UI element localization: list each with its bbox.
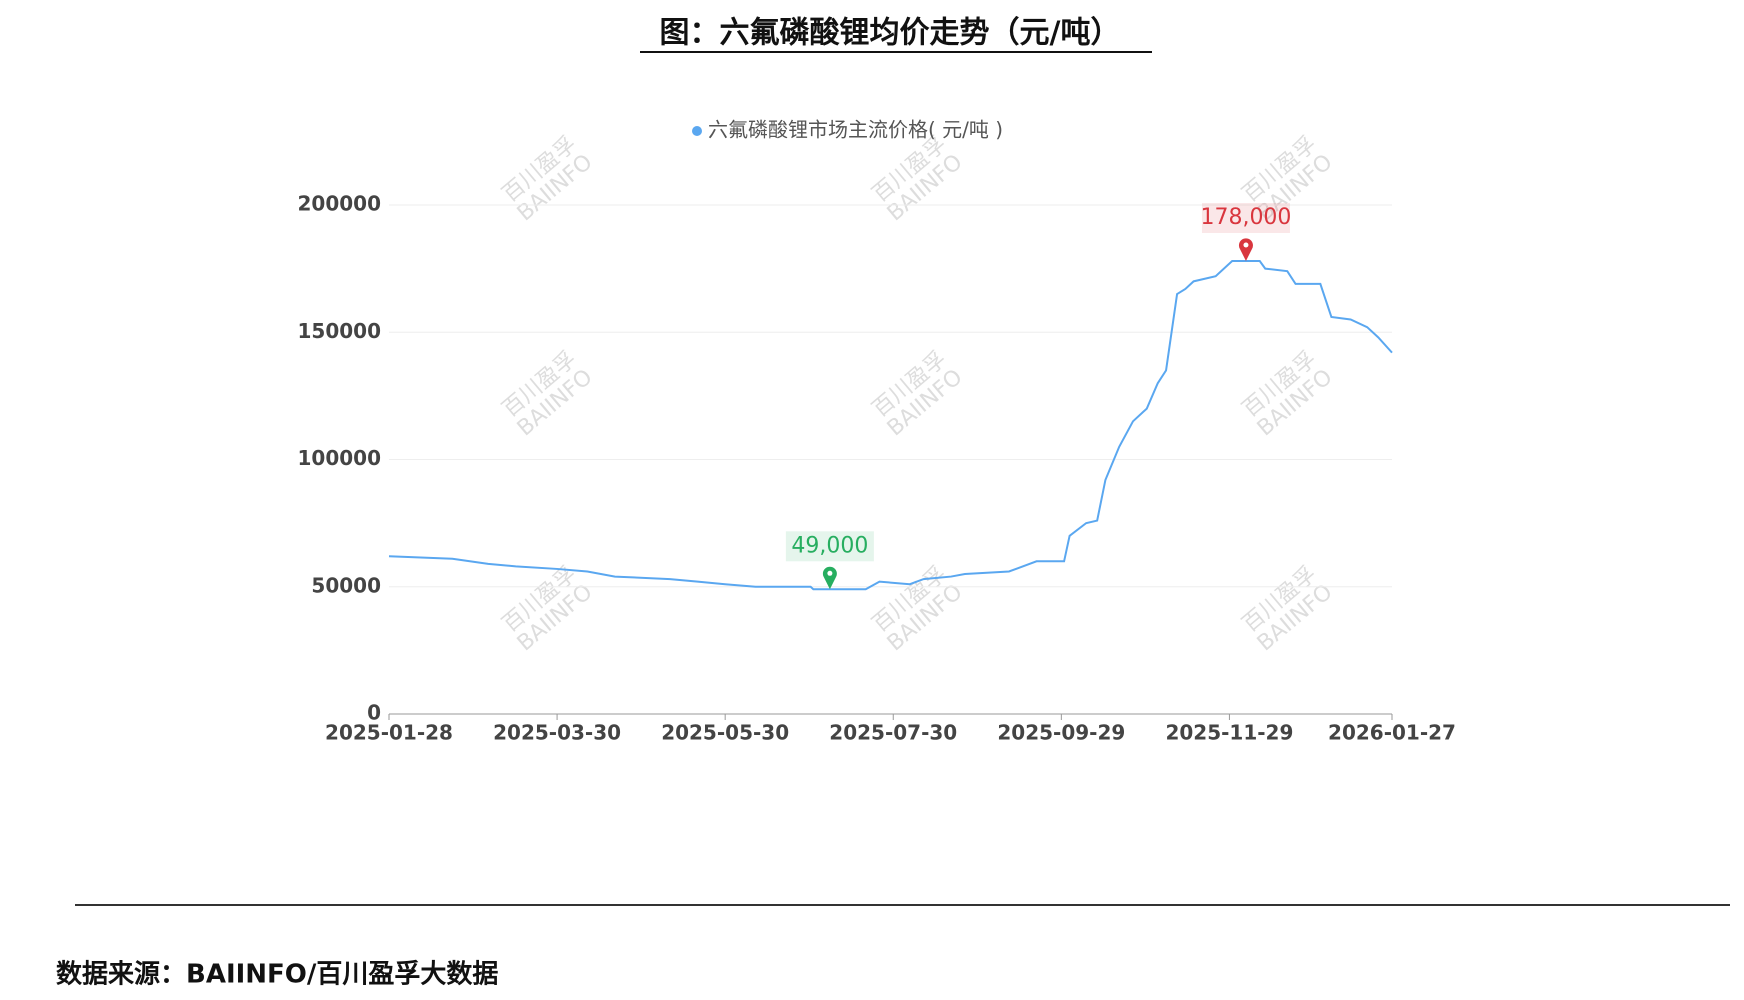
x-tick-label: 2025-01-28 [325, 721, 453, 745]
marker-label: 178,000 [1200, 205, 1291, 230]
marker-pin-dot [827, 570, 833, 576]
legend-marker [692, 126, 702, 136]
x-tick-label: 2025-11-29 [1165, 721, 1293, 745]
y-tick-label: 100000 [298, 446, 382, 470]
y-tick-label: 50000 [311, 573, 381, 597]
marker-label-bg [785, 531, 874, 562]
source: 数据来源：BAIINFO/百川盈孚大数据 [56, 960, 498, 990]
x-tick-label: 2025-05-30 [661, 721, 789, 745]
marker-pin-dot [1243, 242, 1249, 248]
marker-pin [1238, 238, 1253, 261]
y-tick-label: 200000 [298, 192, 382, 216]
marker-pin [822, 566, 837, 590]
x-tick-label: 2025-03-30 [493, 721, 621, 745]
marker-label-bg [1201, 202, 1290, 233]
x-tick-label: 2025-07-30 [829, 721, 957, 745]
legend-label: 六氟磷酸锂市场主流价格( 元/吨 ) [708, 118, 1003, 142]
y-tick-label: 150000 [298, 319, 382, 343]
chart-title: 图：六氟磷酸锂均价走势（元/吨） [660, 16, 1121, 51]
y-tick-label: 0 [367, 701, 381, 725]
marker-label: 49,000 [791, 533, 868, 558]
x-tick-label: 2025-09-29 [997, 721, 1125, 745]
series-line [388, 259, 1393, 591]
x-tick-label: 2026-01-27 [1328, 721, 1456, 745]
